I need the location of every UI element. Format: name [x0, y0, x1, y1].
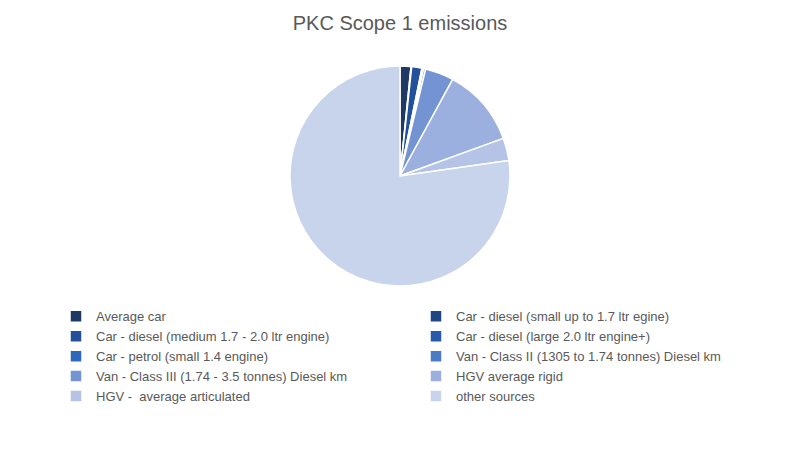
- svg-text:Van - Class II (1305 to 1.74 t: Van - Class II (1305 to 1.74 tonnes) Die…: [456, 349, 721, 364]
- svg-text:Car - diesel (small up to 1.7: Car - diesel (small up to 1.7 ltr egine): [456, 309, 669, 324]
- svg-text:Van - Class III (1.74 - 3.5 to: Van - Class III (1.74 - 3.5 tonnes) Dies…: [96, 369, 347, 384]
- svg-text:Car - diesel (medium 1.7 - 2.0: Car - diesel (medium 1.7 - 2.0 ltr engin…: [96, 329, 329, 344]
- svg-text:Average car: Average car: [96, 309, 167, 324]
- svg-text:HGV average rigid: HGV average rigid: [456, 369, 563, 384]
- svg-text:Car - petrol (small 1.4 engine: Car - petrol (small 1.4 engine): [96, 349, 268, 364]
- svg-text:HGV - average articulated: HGV - average articulated: [96, 389, 250, 404]
- svg-text:other sources: other sources: [456, 389, 535, 404]
- svg-text:Car - diesel (large 2.0 ltr en: Car - diesel (large 2.0 ltr engine+): [456, 329, 650, 344]
- svg-text:PKC Scope 1 emissions: PKC Scope 1 emissions: [293, 12, 508, 34]
